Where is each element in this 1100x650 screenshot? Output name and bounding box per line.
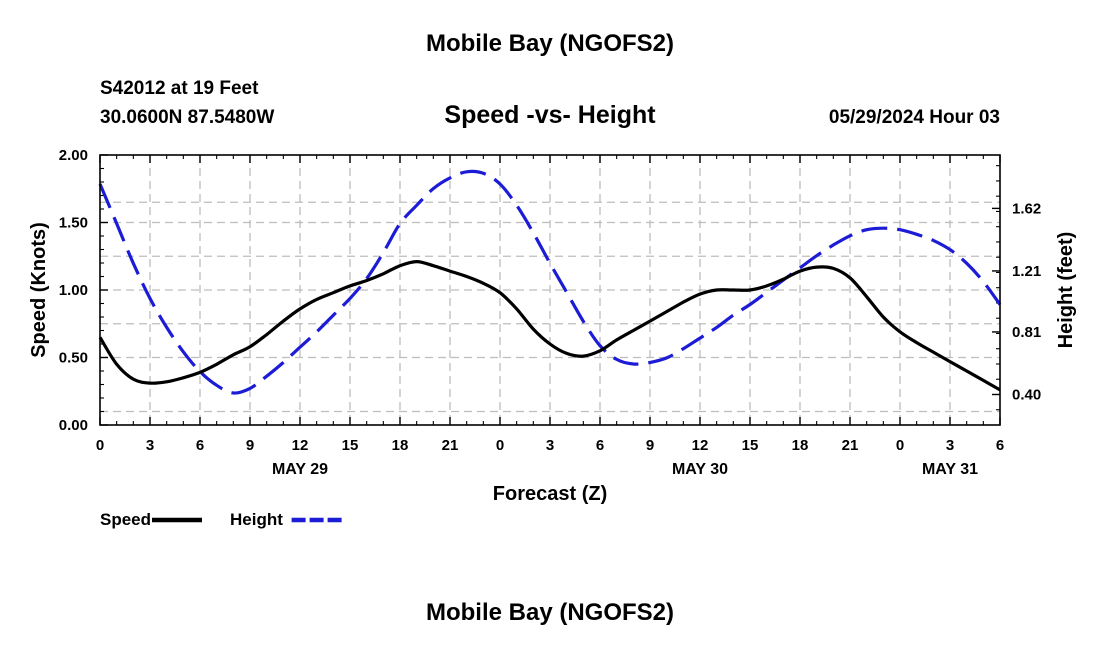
x-tick-label: 12 (692, 437, 709, 454)
axis-tick-labels: 0 3 6 9 12 15 18 21 0 3 6 9 12 15 18 21 0 3 6 MAY 29 MAY 30 M… (59, 147, 1041, 478)
chart-subtitle: Speed -vs- Height (444, 101, 656, 129)
x-tick-label: 15 (742, 437, 759, 454)
station-label: S42012 at 19 Feet (100, 78, 259, 99)
x-tick-label: 0 (96, 437, 104, 454)
x-tick-label: 3 (146, 437, 154, 454)
x-tick-label: 6 (196, 437, 204, 454)
legend: Speed Height (100, 510, 342, 529)
y-tick-label-left: 1.50 (59, 215, 88, 232)
x-tick-label: 21 (442, 437, 459, 454)
plot-frame (99, 154, 1001, 426)
x-tick-label: 21 (842, 437, 859, 454)
x-tick-label: 6 (996, 437, 1004, 454)
chart-series (98, 169, 1002, 395)
date-label: MAY 30 (672, 461, 728, 478)
legend-label-height: Height (230, 510, 283, 529)
x-tick-label: 3 (546, 437, 554, 454)
y-tick-label-left: 1.00 (59, 282, 88, 299)
x-tick-label: 9 (646, 437, 654, 454)
station-coordinates: 30.0600N 87.5480W (100, 107, 275, 128)
y-tick-label-left: 2.00 (59, 147, 88, 164)
grid-lines (100, 155, 1000, 425)
x-tick-label: 18 (392, 437, 409, 454)
chart-main-title: Mobile Bay (NGOFS2) (425, 30, 675, 57)
y-tick-label-left: 0.00 (59, 417, 88, 434)
date-label: MAY 31 (922, 461, 978, 478)
x-tick-label: 12 (292, 437, 309, 454)
x-tick-label: 0 (496, 437, 504, 454)
x-tick-label: 18 (792, 437, 809, 454)
date-label: MAY 29 (272, 461, 328, 478)
x-tick-label: 15 (342, 437, 359, 454)
x-tick-label: 6 (596, 437, 604, 454)
footer-title: Mobile Bay (NGOFS2) (425, 599, 675, 626)
x-tick-label: 0 (896, 437, 904, 454)
speed-series-line (98, 260, 1001, 392)
y-tick-label-right: 0.40 (1012, 386, 1041, 403)
y-tick-label-left: 0.50 (59, 350, 88, 367)
x-axis-label: Forecast (Z) (493, 483, 607, 505)
y-axis-label-left: Speed (Knots) (28, 222, 50, 358)
forecast-timestamp: 05/29/2024 Hour 03 (828, 107, 1000, 128)
x-tick-label: 9 (246, 437, 254, 454)
y-axis-label-right: Height (feet) (1055, 232, 1077, 349)
y-tick-label-right: 1.62 (1012, 200, 1041, 217)
y-tick-label-right: 1.21 (1012, 263, 1041, 280)
x-tick-label: 3 (946, 437, 954, 454)
y-tick-label-right: 0.81 (1012, 324, 1041, 341)
height-series-line (98, 169, 1002, 395)
legend-label-speed: Speed (100, 510, 151, 529)
